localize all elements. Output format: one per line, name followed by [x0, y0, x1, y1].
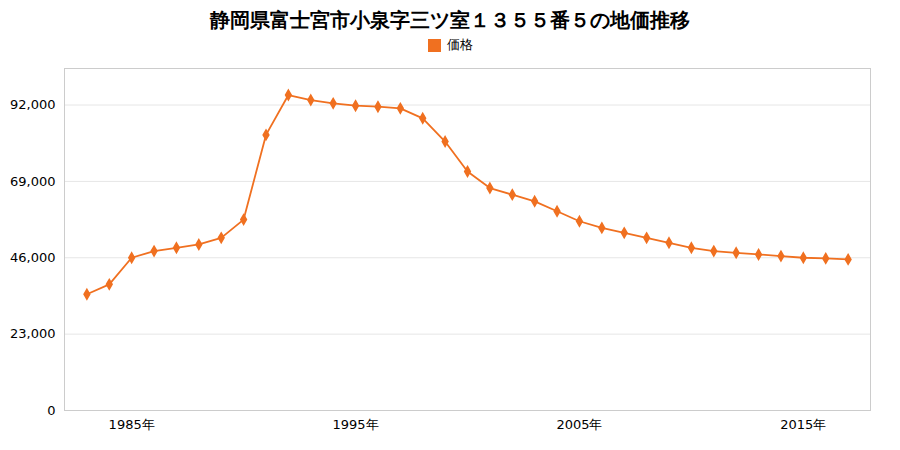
html-text:価格: 価格: [446, 37, 473, 52]
html-text:静岡県富士宮市小泉字三ツ室１３５５番５の地価推移: 静岡県富士宮市小泉字三ツ室１３５５番５の地価推移: [210, 8, 690, 32]
svg-text:0: 0: [47, 403, 55, 418]
svg-text:1985年: 1985年: [109, 417, 155, 432]
svg-text:46,000: 46,000: [10, 250, 56, 265]
svg-text:1995年: 1995年: [333, 417, 379, 432]
svg-text:2005年: 2005年: [556, 417, 602, 432]
svg-text:69,000: 69,000: [10, 174, 56, 189]
svg-text:23,000: 23,000: [10, 326, 56, 341]
svg-text:92,000: 92,000: [10, 97, 56, 112]
svg-text:2015年: 2015年: [780, 417, 826, 432]
